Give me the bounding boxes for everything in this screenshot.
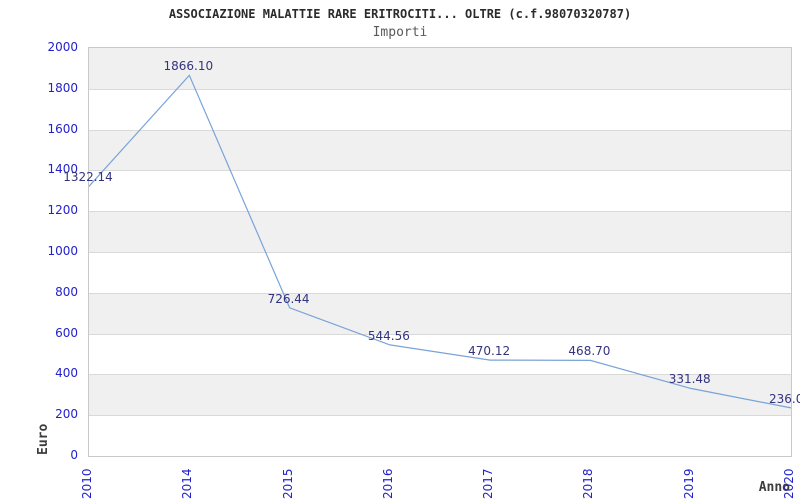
y-tick-label: 2000 [47, 40, 78, 54]
series-line [88, 74, 792, 409]
gridline [89, 333, 791, 335]
y-tick-label: 600 [55, 325, 78, 340]
point-label: 1322.14 [63, 170, 113, 185]
y-tick-label: 1000 [47, 244, 78, 258]
point-label: 468.70 [568, 344, 611, 359]
plot-band [89, 48, 791, 89]
gridline [89, 88, 791, 90]
point-label: 236.00 [769, 391, 800, 406]
series-plot [88, 74, 792, 409]
gridline [89, 252, 791, 253]
point-label: 544.56 [367, 328, 410, 343]
gridline [89, 211, 791, 213]
plot-band [89, 374, 791, 416]
plot-band [89, 252, 791, 293]
y-tick-label: 1800 [47, 80, 78, 95]
gridline [89, 170, 791, 172]
y-tick-label: 1600 [47, 121, 78, 136]
x-tick-label: 2016 [380, 468, 395, 499]
gridline [89, 374, 791, 376]
point-label: 1866.10 [163, 59, 214, 74]
y-tick-label: 1400 [47, 162, 78, 177]
chart-title: ASSOCIAZIONE MALATTIE RARE ERITROCITI...… [168, 7, 632, 21]
y-tick-label: 400 [55, 366, 78, 381]
x-tick-label: 2010 [80, 468, 94, 499]
y-tick-label: 200 [55, 407, 78, 422]
gridline [89, 129, 791, 131]
plot-band [89, 129, 791, 171]
x-tick-label: 2014 [180, 468, 195, 499]
y-tick-label: 0 [70, 448, 78, 462]
plot-band [89, 88, 791, 130]
y-tick-label: 800 [55, 284, 78, 299]
point-label: 470.12 [468, 344, 511, 359]
point-label: 331.48 [668, 372, 711, 387]
x-tick-label: 2018 [581, 468, 596, 499]
x-tick-label: 2019 [681, 468, 696, 499]
plot-band [89, 211, 791, 252]
plot-band [89, 415, 791, 456]
chart-subtitle: Importi [372, 25, 428, 40]
y-tick-label: 1200 [47, 203, 78, 218]
plot-band [89, 170, 791, 212]
x-tick-label: 2015 [280, 468, 295, 499]
plot-band [89, 333, 791, 375]
gridline [89, 292, 791, 294]
x-tick-label: 2017 [481, 468, 496, 499]
x-axis-title: Anno [758, 480, 790, 495]
point-label: 726.44 [267, 291, 310, 306]
plot-area [88, 47, 792, 457]
gridline [89, 415, 791, 417]
x-tick-label: 2020 [782, 468, 796, 499]
plot-band [89, 292, 791, 334]
